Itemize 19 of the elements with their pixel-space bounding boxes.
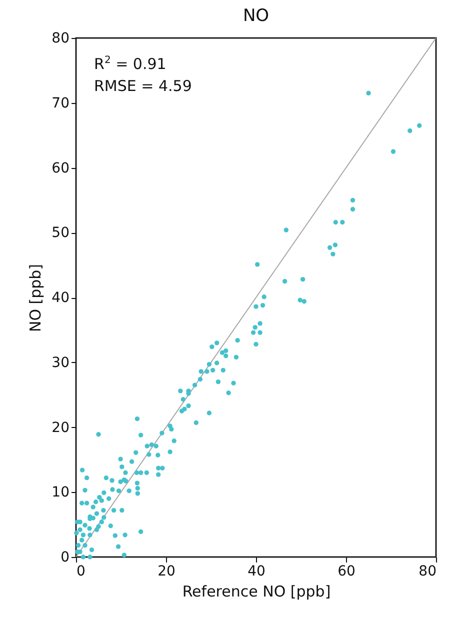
y-tick-label: 80 [52, 30, 70, 46]
annotation: RMSE = 4.59 [94, 76, 192, 97]
y-tick-label: 70 [52, 95, 70, 112]
y-tick-label: 0 [60, 550, 70, 566]
chart-title: NO [242, 6, 270, 26]
x-tick-label: 60 [338, 564, 356, 580]
x-tick-label: 0 [76, 564, 86, 580]
y-tick-label: 50 [52, 225, 70, 242]
y-axis-title: NO [ppb] [26, 264, 45, 332]
y-tick-label: 30 [52, 354, 70, 371]
annotation: R$^{2}$ = 0.91 [94, 54, 168, 75]
y-tick-label: 10 [52, 484, 70, 501]
x-tick-label: 40 [248, 564, 266, 580]
x-tick-label: 20 [158, 564, 176, 580]
x-axis-title: Reference NO [ppb] [182, 582, 331, 600]
y-tick-label: 60 [52, 160, 70, 176]
x-tick-label: 80 [418, 564, 436, 580]
y-tick-label: 40 [52, 290, 70, 306]
y-tick-label: 20 [52, 420, 70, 436]
